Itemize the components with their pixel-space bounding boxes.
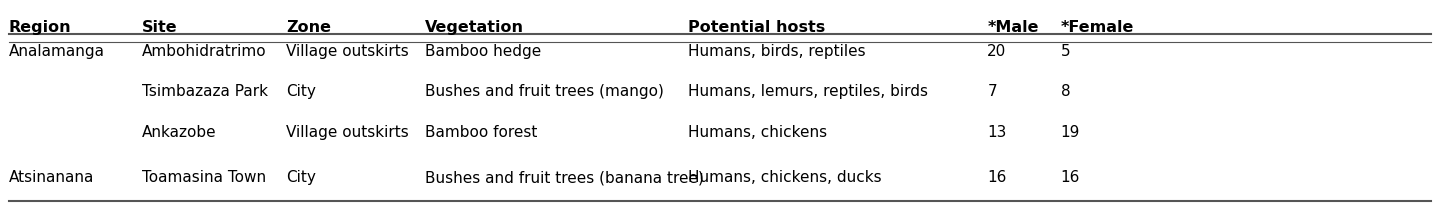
Text: Site: Site xyxy=(143,20,179,35)
Text: 16: 16 xyxy=(988,169,1007,184)
Text: *Male: *Male xyxy=(988,20,1038,35)
Text: Region: Region xyxy=(9,20,71,35)
Text: Humans, birds, reptiles: Humans, birds, reptiles xyxy=(688,43,865,58)
Text: 19: 19 xyxy=(1061,125,1080,140)
Text: Ambohidratrimo: Ambohidratrimo xyxy=(143,43,266,58)
Text: 8: 8 xyxy=(1061,84,1070,99)
Text: Bushes and fruit trees (banana tree): Bushes and fruit trees (banana tree) xyxy=(425,169,704,184)
Text: City: City xyxy=(287,169,315,184)
Text: Analamanga: Analamanga xyxy=(9,43,105,58)
Text: Humans, chickens, ducks: Humans, chickens, ducks xyxy=(688,169,883,184)
Text: Atsinanana: Atsinanana xyxy=(9,169,94,184)
Text: 13: 13 xyxy=(988,125,1007,140)
Text: Tsimbazaza Park: Tsimbazaza Park xyxy=(143,84,268,99)
Text: Humans, chickens: Humans, chickens xyxy=(688,125,828,140)
Text: 20: 20 xyxy=(988,43,1007,58)
Text: City: City xyxy=(287,84,315,99)
Text: 5: 5 xyxy=(1061,43,1070,58)
Text: Potential hosts: Potential hosts xyxy=(688,20,825,35)
Text: Toamasina Town: Toamasina Town xyxy=(143,169,266,184)
Text: *Female: *Female xyxy=(1061,20,1133,35)
Text: Zone: Zone xyxy=(287,20,331,35)
Text: Village outskirts: Village outskirts xyxy=(287,125,409,140)
Text: Humans, lemurs, reptiles, birds: Humans, lemurs, reptiles, birds xyxy=(688,84,929,99)
Text: Bamboo forest: Bamboo forest xyxy=(425,125,537,140)
Text: Bamboo hedge: Bamboo hedge xyxy=(425,43,541,58)
Text: 16: 16 xyxy=(1061,169,1080,184)
Text: Ankazobe: Ankazobe xyxy=(143,125,217,140)
Text: Bushes and fruit trees (mango): Bushes and fruit trees (mango) xyxy=(425,84,664,99)
Text: Village outskirts: Village outskirts xyxy=(287,43,409,58)
Text: Vegetation: Vegetation xyxy=(425,20,524,35)
Text: 7: 7 xyxy=(988,84,996,99)
